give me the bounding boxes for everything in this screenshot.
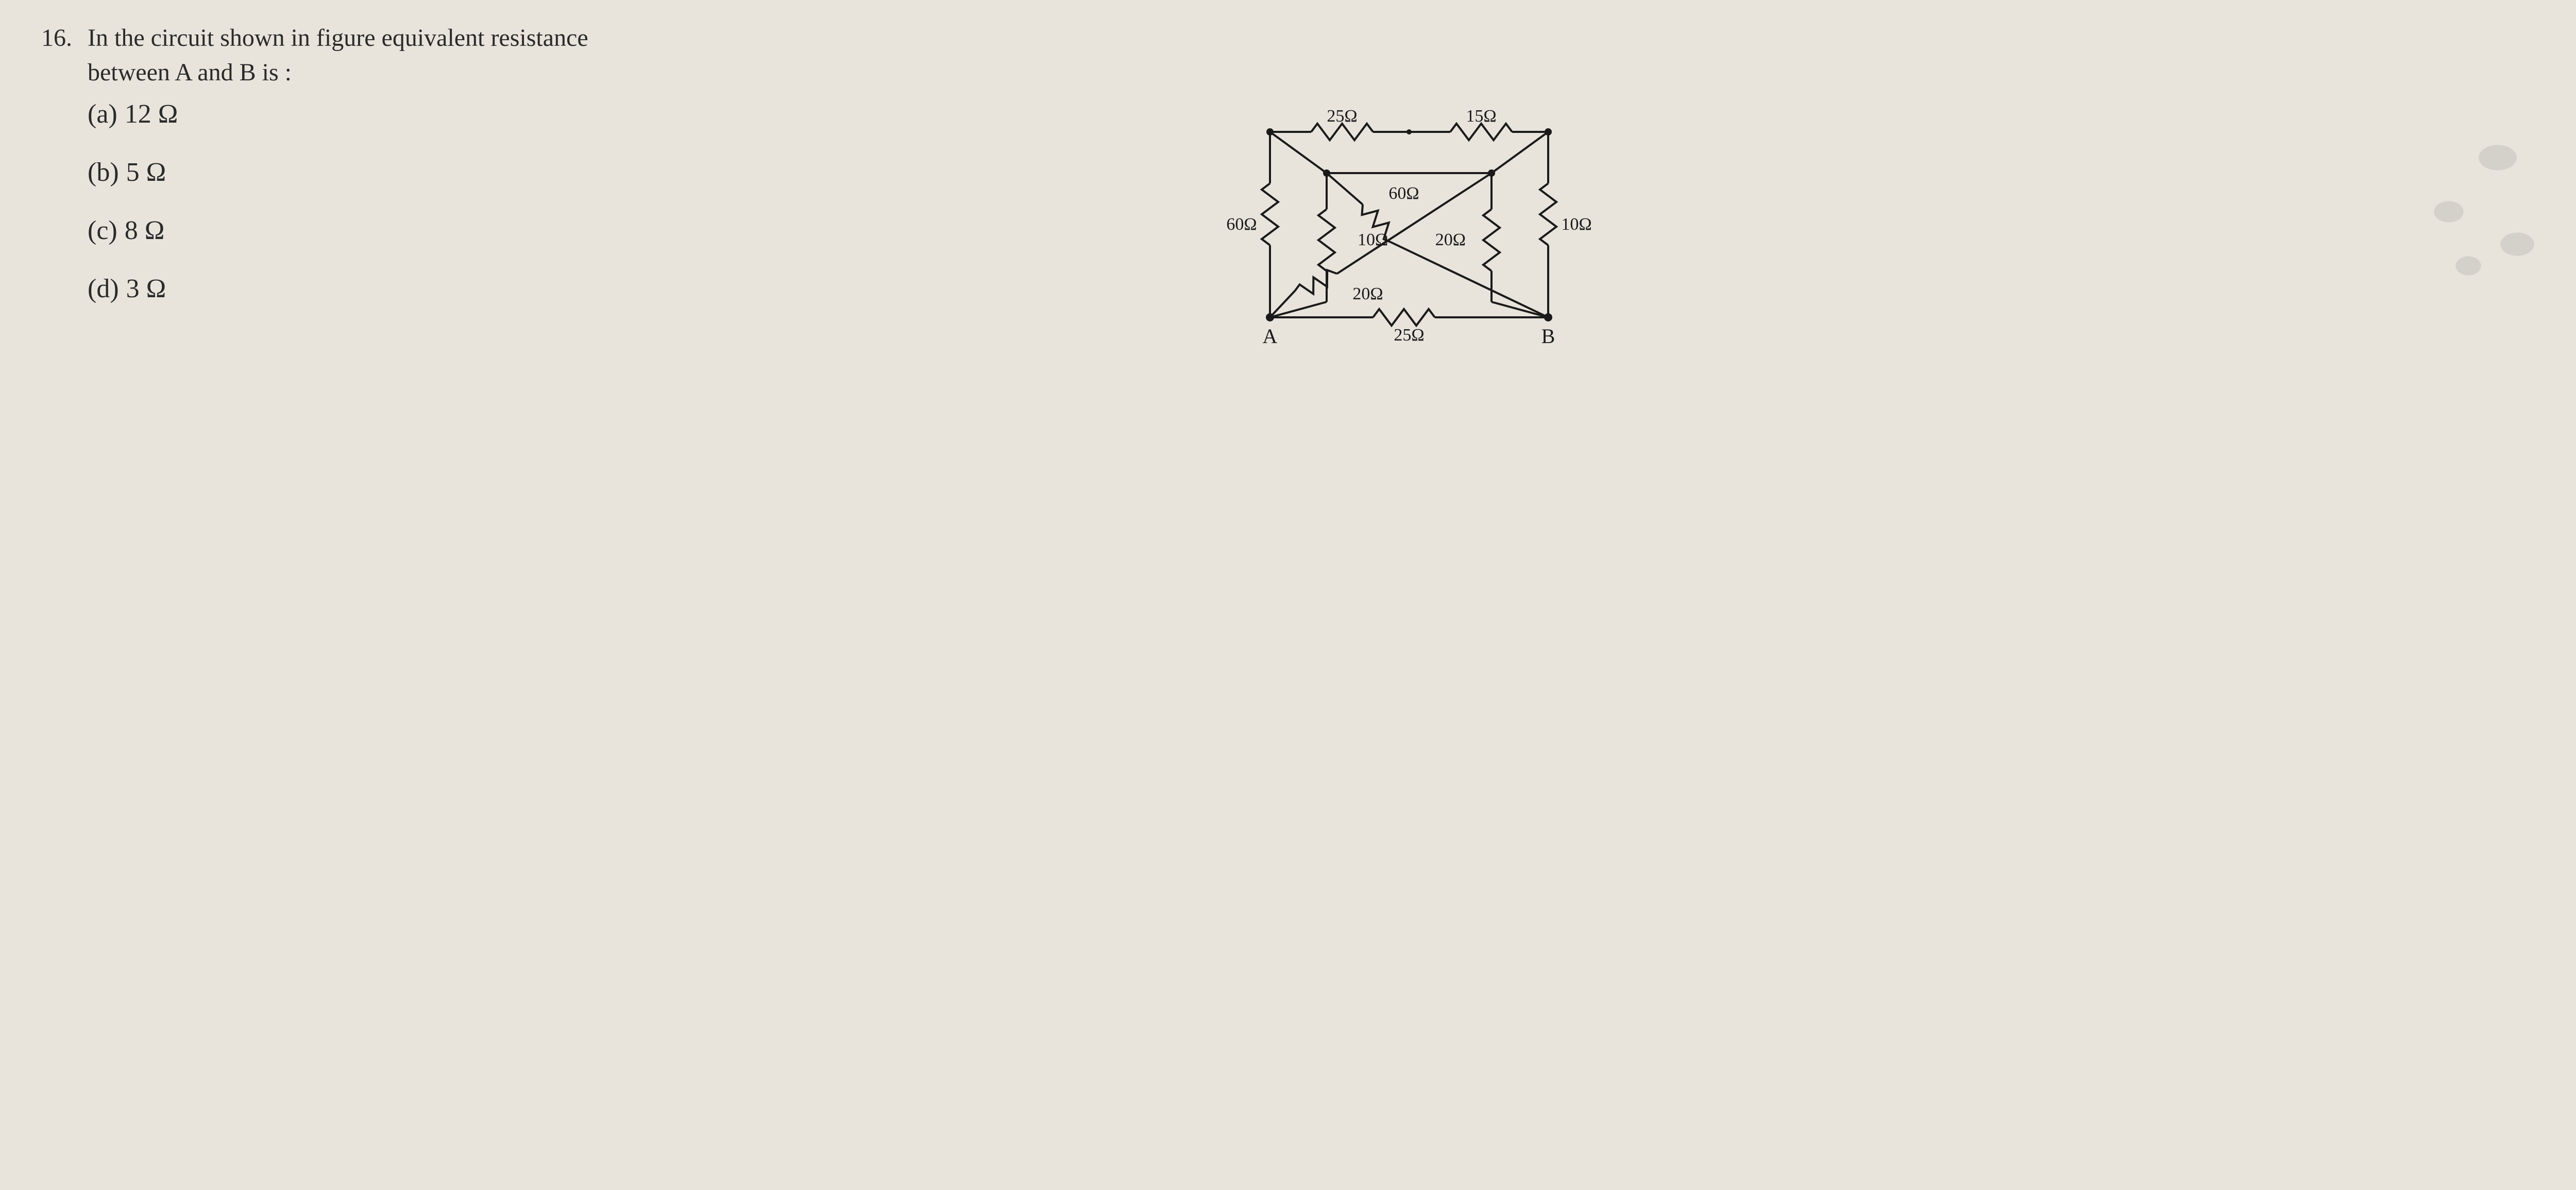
option-d: (d) 3 Ω (88, 270, 252, 308)
node-b-label: B (1541, 325, 1555, 348)
label-r-diag-20: 20Ω (1352, 284, 1383, 303)
label-r-diag-60: 60Ω (1388, 184, 1419, 203)
label-r-left: 60Ω (1226, 215, 1257, 234)
option-a-value: 12 Ω (125, 96, 178, 133)
label-r-right: 10Ω (1561, 215, 1591, 234)
option-d-value: 3 Ω (126, 270, 166, 308)
option-b: (b) 5 Ω (88, 154, 252, 192)
page: 16. In the circuit shown in figure equiv… (31, 21, 2545, 364)
question-line2: between A and B is : (88, 59, 292, 86)
option-b-value: 5 Ω (126, 154, 166, 192)
label-r-inner-right: 20Ω (1435, 230, 1466, 249)
label-r-top-right: 15Ω (1466, 107, 1496, 126)
content-row: (a) 12 Ω (b) 5 Ω (c) 8 Ω (d) 3 Ω (88, 96, 2545, 364)
option-d-label: (d) (88, 270, 119, 308)
circuit-diagram-wrap: 25Ω 15Ω 60Ω 10Ω 10Ω 20Ω 60Ω 20Ω 25Ω A B (273, 96, 2545, 364)
option-c: (c) 8 Ω (88, 212, 252, 250)
circuit-diagram: 25Ω 15Ω 60Ω 10Ω 10Ω 20Ω 60Ω 20Ω 25Ω A B (1208, 96, 1610, 364)
option-a-label: (a) (88, 96, 117, 133)
option-b-label: (b) (88, 154, 119, 192)
label-r-inner-left: 10Ω (1358, 230, 1388, 249)
question-row: 16. In the circuit shown in figure equiv… (31, 21, 2545, 90)
label-r-bottom: 25Ω (1394, 326, 1424, 345)
question-number: 16. (31, 21, 72, 55)
options-list: (a) 12 Ω (b) 5 Ω (c) 8 Ω (d) 3 Ω (88, 96, 252, 308)
option-a: (a) 12 Ω (88, 96, 252, 133)
label-r-top-left: 25Ω (1327, 107, 1357, 126)
question-text: In the circuit shown in figure equivalen… (88, 21, 2545, 90)
option-c-value: 8 Ω (125, 212, 165, 250)
option-c-label: (c) (88, 212, 117, 250)
node-a-label: A (1263, 325, 1278, 348)
question-line1: In the circuit shown in figure equivalen… (88, 24, 588, 52)
